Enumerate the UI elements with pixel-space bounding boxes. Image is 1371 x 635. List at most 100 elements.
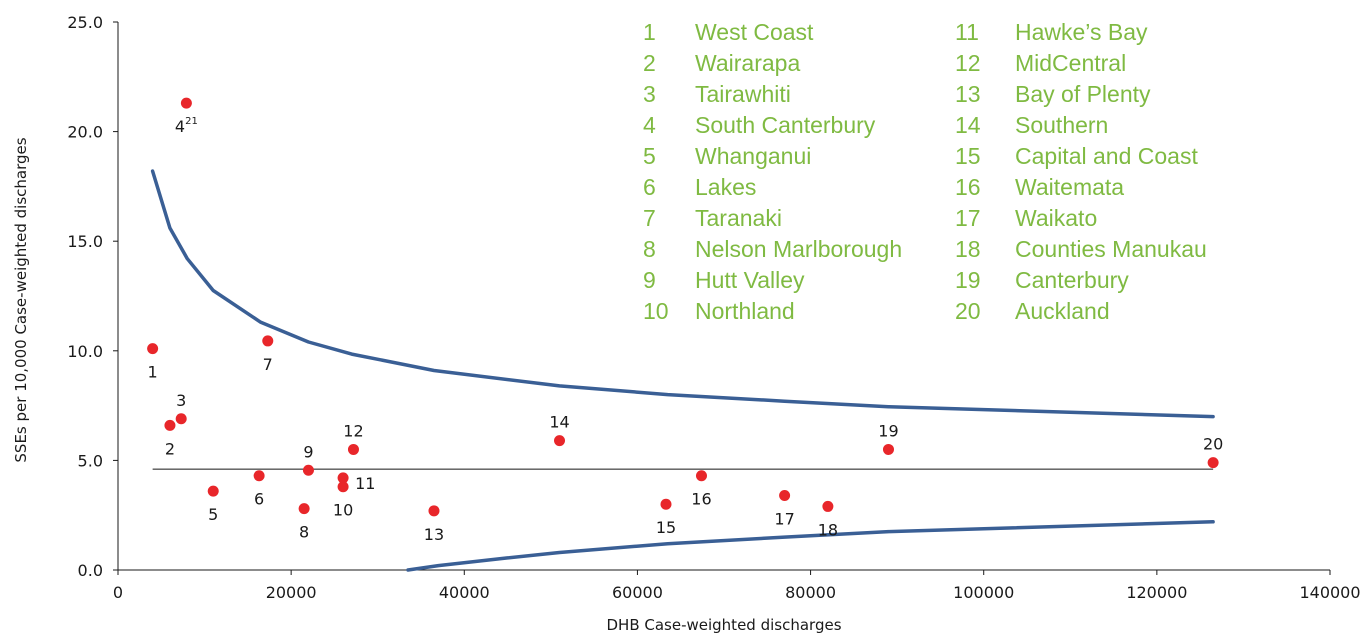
legend-number: 11: [955, 19, 979, 45]
legend-number: 18: [955, 236, 981, 262]
point-label: 7: [263, 355, 273, 374]
tick-labels: 0 20000 40000 60000 80000 100000 120000 140000 0…: [67, 13, 1360, 602]
point-label-number: 16: [691, 490, 711, 509]
point-label-number: 5: [208, 505, 218, 524]
x-tick-label: 40000: [439, 583, 490, 602]
legend-name: MidCentral: [1015, 50, 1126, 76]
legend-name: Waitemata: [1015, 174, 1124, 200]
point-label-number: 1: [148, 363, 158, 382]
x-tick-label: 80000: [785, 583, 836, 602]
legend-name: South Canterbury: [695, 112, 876, 138]
legend-number: 10: [643, 298, 669, 324]
y-tick-label: 15.0: [67, 232, 103, 251]
x-axis-title: DHB Case-weighted discharges: [606, 616, 841, 634]
legend-name: Capital and Coast: [1015, 143, 1198, 169]
point-label-number: 9: [303, 442, 313, 461]
y-axis-title: SSEs per 10,000 Case-weighted discharges: [12, 137, 30, 462]
point-label-superscript: 21: [185, 116, 198, 127]
point-label-number: 2: [165, 439, 175, 458]
legend-name: Hutt Valley: [695, 267, 805, 293]
data-point: [337, 481, 349, 493]
x-tick-label: 120000: [1126, 583, 1187, 602]
point-label-number: 18: [818, 520, 838, 539]
point-label: 20: [1203, 435, 1223, 454]
legend-number: 4: [643, 112, 656, 138]
x-tick-label: 20000: [266, 583, 317, 602]
legend-number: 19: [955, 267, 981, 293]
data-point: [660, 498, 672, 510]
lower-control-limit: [406, 520, 1215, 572]
legend-name: West Coast: [695, 19, 814, 45]
point-label: 6: [254, 490, 264, 509]
point-label: 18: [818, 520, 838, 539]
legend-number: 8: [643, 236, 656, 262]
legend-name: Whanganui: [695, 143, 811, 169]
legend-name: Lakes: [695, 174, 756, 200]
data-point: [175, 413, 187, 425]
axes: [117, 22, 1330, 571]
data-point: [302, 464, 314, 476]
y-tick-label: 25.0: [67, 13, 103, 32]
point-label-number: 6: [254, 490, 264, 509]
legend-name: Hawke’s Bay: [1015, 19, 1148, 45]
legend-name: Taranaki: [695, 205, 782, 231]
data-point: [347, 443, 359, 455]
legend-number: 13: [955, 81, 981, 107]
legend-name: Waikato: [1015, 205, 1097, 231]
data-point: [180, 97, 192, 109]
legend-number: 14: [955, 112, 981, 138]
point-label: 15: [656, 518, 676, 537]
point-label: 12: [343, 421, 363, 440]
point-label-number: 19: [878, 421, 898, 440]
legend-name: Wairarapa: [695, 50, 800, 76]
point-label: 11: [355, 474, 375, 493]
point-label-number: 15: [656, 518, 676, 537]
x-tick-label: 140000: [1299, 583, 1360, 602]
legend-number: 12: [955, 50, 981, 76]
point-label: 5: [208, 505, 218, 524]
legend-number: 1: [643, 19, 656, 45]
legend-number: 15: [955, 143, 981, 169]
point-label-number: 8: [299, 523, 309, 542]
point-label-number: 20: [1203, 435, 1223, 454]
point-label: 9: [303, 442, 313, 461]
point-label: 14: [549, 413, 569, 432]
data-point: [882, 443, 894, 455]
legend-number: 16: [955, 174, 981, 200]
legend-name: Counties Manukau: [1015, 236, 1207, 262]
legend-number: 17: [955, 205, 981, 231]
data-point: [1207, 457, 1219, 469]
y-tick-label: 20.0: [67, 123, 103, 142]
point-label-number: 10: [333, 501, 353, 520]
x-tick-label: 60000: [612, 583, 663, 602]
legend-number: 9: [643, 267, 656, 293]
point-label-number: 14: [549, 413, 569, 432]
point-label-number: 3: [176, 391, 186, 410]
legend-name: Tairawhiti: [695, 81, 791, 107]
legend-number: 6: [643, 174, 656, 200]
legend-number: 2: [643, 50, 656, 76]
point-label: 19: [878, 421, 898, 440]
point-label-number: 17: [774, 509, 794, 528]
point-label: 16: [691, 490, 711, 509]
point-label: 2: [165, 439, 175, 458]
upper-control-limit: [150, 169, 1215, 419]
data-point: [779, 489, 791, 501]
data-point: [207, 485, 219, 497]
data-point: [428, 505, 440, 517]
legend-name: Southern: [1015, 112, 1108, 138]
data-point: [262, 335, 274, 347]
data-point: [337, 472, 349, 484]
legend: 1 West Coast 2 Wairarapa 3 Tairawhiti 4 South C…: [643, 19, 1207, 324]
legend-name: Northland: [695, 298, 795, 324]
point-label: 17: [774, 509, 794, 528]
point-label-number: 11: [355, 474, 375, 493]
legend-number: 5: [643, 143, 656, 169]
x-tick-label: 0: [113, 583, 123, 602]
data-point: [554, 435, 566, 447]
point-label-number: 7: [263, 355, 273, 374]
data-point: [164, 419, 176, 431]
y-tick-label: 5.0: [78, 451, 103, 470]
point-label-number: 12: [343, 421, 363, 440]
